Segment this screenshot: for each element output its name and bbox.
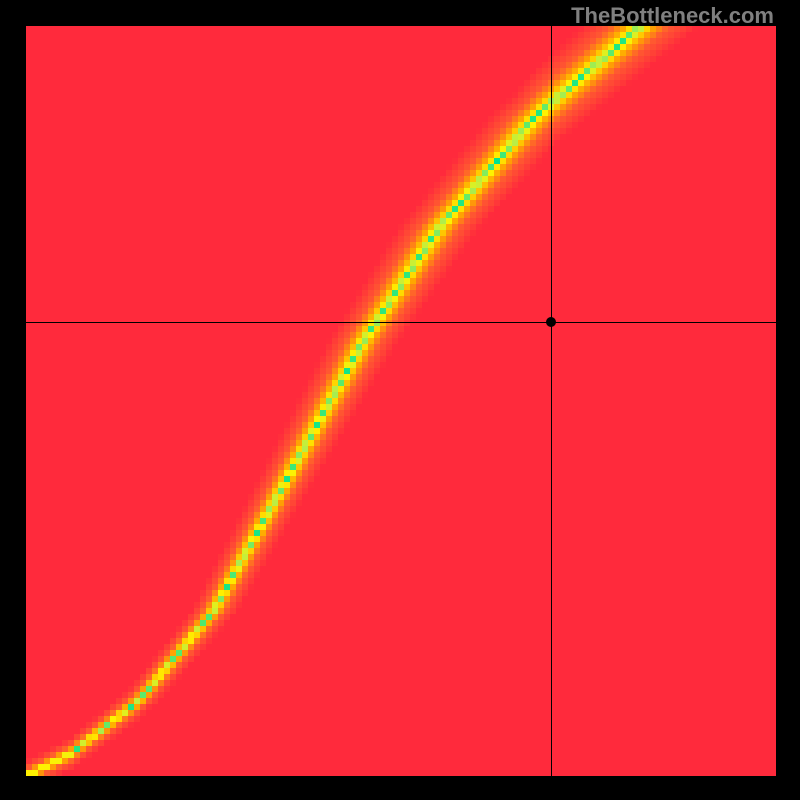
crosshair-horizontal: [26, 322, 776, 323]
bottleneck-heatmap: [26, 26, 776, 776]
chart-container: TheBottleneck.com: [0, 0, 800, 800]
crosshair-vertical: [551, 26, 552, 776]
attribution-label: TheBottleneck.com: [571, 3, 774, 29]
